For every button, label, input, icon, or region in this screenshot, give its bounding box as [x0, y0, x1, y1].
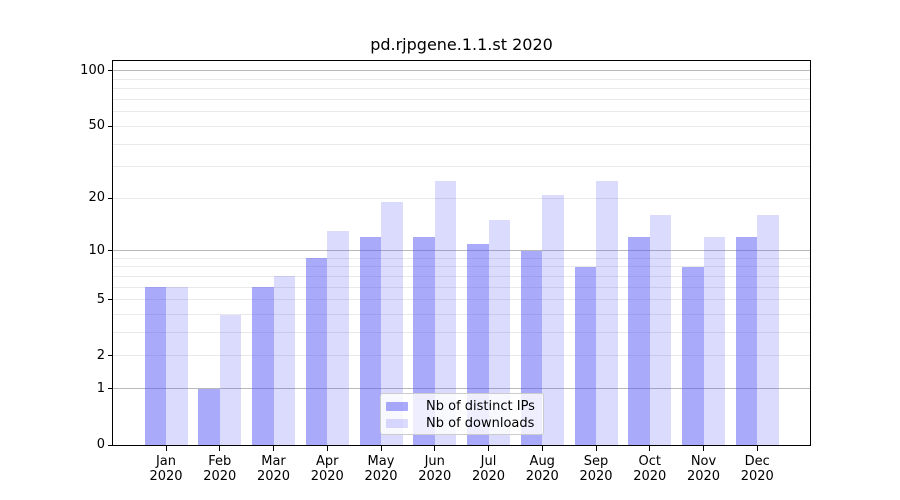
x-tick-mark	[703, 446, 704, 451]
y-tick-label: 5	[96, 291, 105, 307]
minor-gridline	[113, 78, 810, 80]
bar-ips-nov	[682, 266, 704, 445]
x-tick-label: Mar 2020	[256, 454, 291, 484]
major-gridline	[113, 388, 810, 390]
legend-swatch-downloads	[386, 419, 408, 428]
y-tick-mark	[108, 444, 113, 446]
bar-ips-oct	[628, 237, 650, 445]
x-tick-label: Jun 2020	[418, 454, 452, 484]
x-tick-label: Aug 2020	[525, 454, 559, 484]
x-tick-label: Dec 2020	[740, 454, 774, 484]
minor-gridline	[113, 275, 810, 277]
minor-gridline	[113, 197, 810, 199]
y-tick-mark	[108, 125, 113, 127]
bar-ips-dec	[735, 237, 758, 445]
y-tick-label: 20	[88, 190, 105, 206]
bar-downloads-jun	[434, 180, 457, 445]
x-tick-label: Jan 2020	[149, 454, 183, 484]
bar-downloads-oct	[649, 215, 672, 445]
legend-swatch-distinct-ips	[386, 402, 408, 411]
minor-gridline	[113, 111, 810, 113]
bar-downloads-sep	[596, 180, 618, 445]
x-tick-mark	[219, 446, 221, 451]
minor-gridline	[113, 166, 810, 168]
bar-downloads-feb	[219, 314, 242, 445]
x-tick-mark	[488, 446, 489, 451]
minor-gridline	[113, 355, 810, 357]
x-tick-mark	[541, 446, 543, 451]
bar-downloads-dec	[757, 215, 779, 445]
bar-downloads-nov	[703, 237, 725, 445]
y-tick-label: 50	[88, 118, 105, 134]
x-tick-mark	[434, 446, 436, 451]
x-tick-label: Nov 2020	[686, 454, 721, 484]
x-tick-mark	[326, 446, 328, 451]
minor-gridline	[113, 99, 810, 101]
x-tick-label: May 2020	[364, 454, 398, 484]
x-tick-label: Apr 2020	[310, 454, 344, 484]
legend-label-downloads: Nb of downloads	[426, 415, 535, 431]
x-tick-mark	[165, 446, 167, 451]
legend: Nb of distinct IPs Nb of downloads	[380, 393, 544, 435]
x-tick-mark	[273, 446, 274, 451]
bar-ips-sep	[574, 266, 596, 445]
y-tick-mark	[108, 250, 113, 252]
x-tick-label: Feb 2020	[203, 454, 237, 484]
minor-gridline	[113, 332, 810, 334]
major-gridline	[113, 70, 810, 72]
x-tick-mark	[595, 446, 597, 451]
bar-downloads-apr	[327, 231, 349, 445]
minor-gridline	[113, 143, 810, 145]
chart-title: pd.rjpgene.1.1.st 2020	[370, 35, 553, 54]
bar-ips-jan	[144, 287, 166, 445]
minor-gridline	[113, 286, 810, 288]
y-tick-label: 10	[88, 242, 105, 258]
bar-downloads-may	[381, 202, 403, 445]
y-tick-mark	[108, 388, 113, 390]
bar-ips-may	[359, 237, 381, 445]
bar-ips-feb	[198, 388, 220, 445]
bar-downloads-jan	[166, 287, 188, 445]
legend-item-distinct-ips: Nb of distinct IPs	[386, 398, 543, 415]
y-tick-label: 100	[80, 62, 105, 78]
y-tick-mark	[108, 70, 113, 72]
bar-ips-mar	[252, 287, 274, 445]
x-tick-label: Jul 2020	[471, 454, 506, 484]
x-tick-mark	[756, 446, 758, 451]
minor-gridline	[113, 88, 810, 90]
major-gridline	[113, 250, 810, 252]
y-tick-mark	[108, 355, 113, 357]
minor-gridline	[113, 314, 810, 316]
bar-ips-apr	[305, 258, 328, 445]
minor-gridline	[113, 266, 810, 268]
legend-label-distinct-ips: Nb of distinct IPs	[426, 398, 535, 414]
minor-gridline	[113, 257, 810, 259]
y-tick-mark	[108, 197, 113, 199]
y-tick-label: 0	[96, 437, 105, 452]
y-tick-label: 1	[96, 380, 105, 396]
bar-downloads-mar	[273, 276, 295, 445]
x-tick-mark	[380, 446, 382, 451]
y-tick-label: 2	[96, 347, 105, 363]
x-tick-mark	[649, 446, 651, 451]
plot-area: Nb of distinct IPs Nb of downloads	[113, 61, 810, 445]
x-tick-label: Oct 2020	[633, 454, 667, 484]
x-tick-label: Sep 2020	[579, 454, 613, 484]
minor-gridline	[113, 125, 810, 127]
bar-downloads-jul	[488, 220, 510, 445]
minor-gridline	[113, 299, 810, 301]
y-tick-mark	[108, 299, 113, 301]
legend-item-downloads: Nb of downloads	[386, 415, 543, 432]
bar-downloads-aug	[542, 194, 564, 445]
